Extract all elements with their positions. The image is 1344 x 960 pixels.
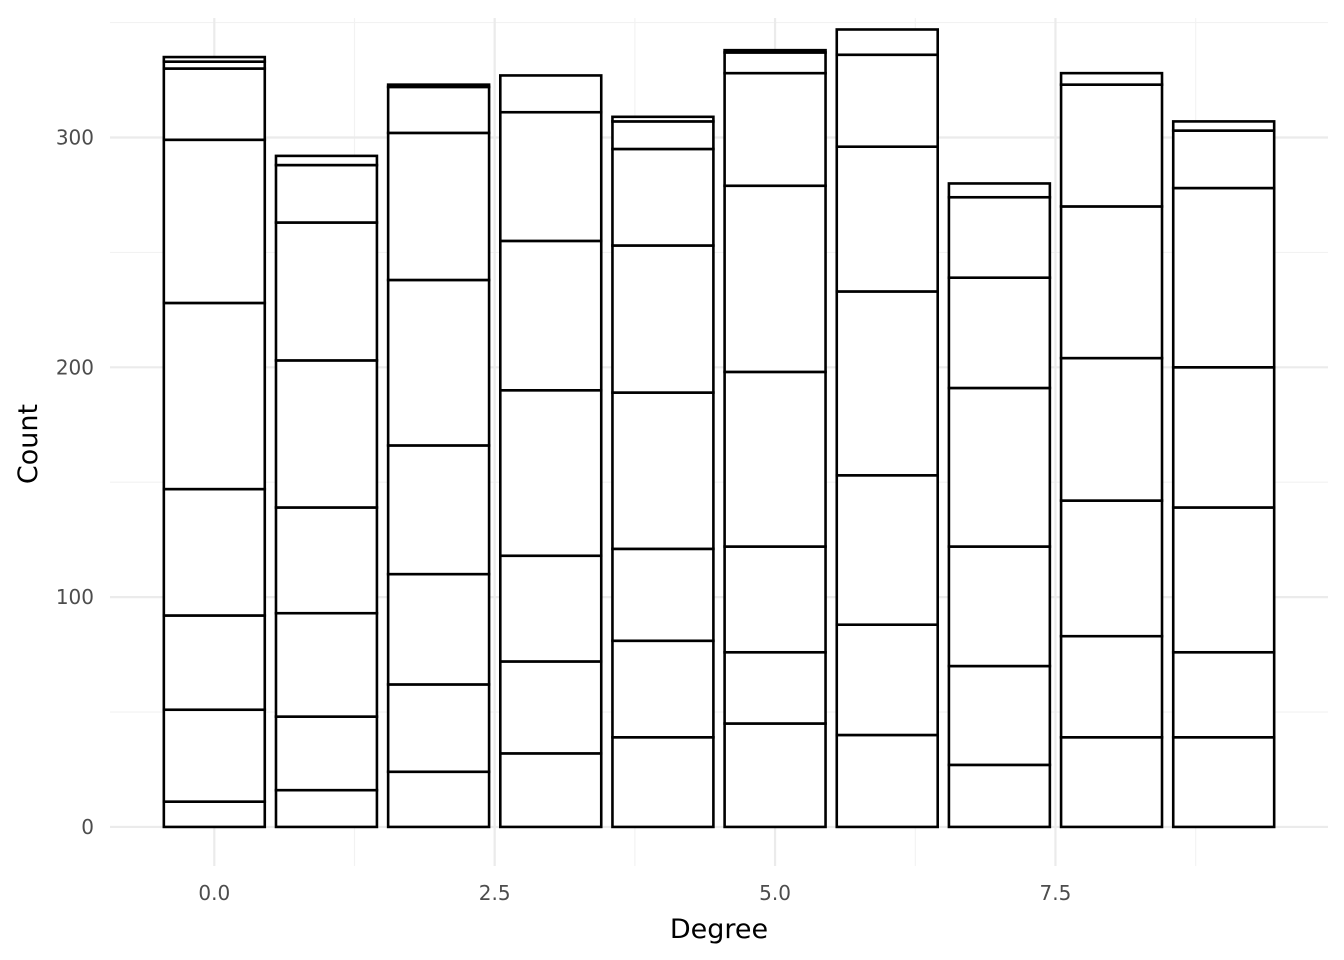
bar-segment bbox=[1059, 83, 1164, 208]
bar-segment bbox=[274, 788, 379, 829]
x-tick-label: 5.0 bbox=[759, 881, 791, 905]
bar-segment bbox=[1059, 356, 1164, 502]
bar-segment bbox=[1171, 120, 1276, 132]
bar-segment bbox=[386, 572, 491, 686]
bar-segment bbox=[611, 120, 715, 151]
bar-segment bbox=[162, 301, 267, 491]
bar-segment bbox=[611, 391, 715, 551]
bar-segment bbox=[162, 708, 267, 803]
bar-segment bbox=[947, 664, 1052, 767]
bar-segment bbox=[947, 763, 1052, 829]
x-axis-title: Degree bbox=[670, 914, 768, 945]
bar-segment bbox=[1171, 366, 1276, 509]
bar-segment bbox=[835, 290, 940, 477]
bar-segment bbox=[947, 386, 1052, 548]
bar-segment bbox=[947, 182, 1052, 199]
bar-segment bbox=[947, 276, 1052, 390]
bar-stack bbox=[835, 28, 940, 829]
bar-stack bbox=[1059, 71, 1164, 829]
bar-segment bbox=[274, 221, 379, 362]
bar-segment bbox=[274, 359, 379, 509]
bar-segment bbox=[1059, 499, 1164, 638]
bar-segment bbox=[723, 722, 827, 829]
bar-segment bbox=[1171, 736, 1276, 829]
bar-segment bbox=[274, 611, 379, 718]
bar-stack bbox=[386, 83, 491, 829]
x-axis-ticks: 0.0 2.5 5.0 7.5 bbox=[198, 881, 1071, 905]
bar-segment bbox=[723, 51, 827, 75]
bar-segment bbox=[611, 147, 715, 247]
bar-segment bbox=[835, 474, 940, 626]
bar-segment bbox=[611, 639, 715, 739]
bar-segment bbox=[723, 370, 827, 548]
bar-segment bbox=[386, 131, 491, 282]
bar-segment bbox=[162, 487, 267, 617]
bar-segment bbox=[723, 71, 827, 188]
bar-stack bbox=[611, 115, 715, 829]
bar-stack bbox=[274, 154, 379, 829]
bar-stack bbox=[947, 182, 1052, 829]
bar-segment bbox=[1171, 506, 1276, 654]
bar-segment bbox=[835, 623, 940, 737]
bar-segment bbox=[947, 545, 1052, 668]
x-tick-label: 7.5 bbox=[1040, 881, 1072, 905]
x-tick-label: 2.5 bbox=[479, 881, 511, 905]
bar-segment bbox=[386, 770, 491, 829]
bar-segment bbox=[947, 195, 1052, 279]
bar-segment bbox=[386, 278, 491, 447]
bar-segment bbox=[835, 53, 940, 148]
bar-segment bbox=[274, 715, 379, 792]
bar-segment bbox=[274, 163, 379, 224]
bar-segment bbox=[723, 650, 827, 725]
bar-segment bbox=[835, 28, 940, 57]
bar-stack bbox=[1171, 120, 1276, 829]
bar-segment bbox=[274, 506, 379, 615]
bar-segment bbox=[498, 752, 603, 829]
bar-stack bbox=[723, 48, 827, 829]
bar-segment bbox=[611, 547, 715, 643]
bar-segment bbox=[611, 736, 715, 829]
bar-segment bbox=[835, 733, 940, 829]
bar-stack bbox=[162, 55, 267, 829]
bar-segment bbox=[723, 545, 827, 654]
bar-segment bbox=[611, 244, 715, 394]
bar-segment bbox=[1059, 71, 1164, 86]
bar-segment bbox=[498, 388, 603, 558]
bar-segment bbox=[498, 554, 603, 663]
bar-segment bbox=[498, 660, 603, 755]
bar-segment bbox=[723, 48, 827, 54]
bar-segment bbox=[162, 614, 267, 712]
bar-segment bbox=[274, 154, 379, 167]
bar-segment bbox=[162, 800, 267, 829]
bars bbox=[162, 28, 1276, 829]
y-axis-title: Count bbox=[13, 404, 44, 484]
bar-segment bbox=[723, 184, 827, 374]
x-tick-label: 0.0 bbox=[198, 881, 230, 905]
bar-segment bbox=[498, 74, 603, 114]
bar-segment bbox=[1059, 736, 1164, 829]
bar-segment bbox=[386, 83, 491, 89]
bar-segment bbox=[611, 115, 715, 123]
y-tick-label: 0 bbox=[81, 815, 94, 839]
bar-segment bbox=[162, 138, 267, 305]
y-tick-label: 300 bbox=[56, 126, 94, 150]
y-axis-ticks: 0 100 200 300 bbox=[56, 126, 94, 839]
bar-segment bbox=[1171, 186, 1276, 369]
bar-segment bbox=[498, 239, 603, 392]
bar-segment bbox=[835, 145, 940, 293]
y-tick-label: 200 bbox=[56, 355, 94, 379]
bar-segment bbox=[386, 683, 491, 774]
bar-segment bbox=[1171, 650, 1276, 739]
bar-segment bbox=[162, 55, 267, 63]
bar-stack bbox=[498, 74, 603, 829]
bar-segment bbox=[386, 444, 491, 576]
bar-segment bbox=[1171, 129, 1276, 190]
bar-segment bbox=[1059, 205, 1164, 360]
bar-segment bbox=[1059, 634, 1164, 739]
bar-segment bbox=[498, 110, 603, 243]
bar-segment bbox=[162, 67, 267, 142]
bar-segment bbox=[386, 85, 491, 135]
y-tick-label: 100 bbox=[56, 585, 94, 609]
